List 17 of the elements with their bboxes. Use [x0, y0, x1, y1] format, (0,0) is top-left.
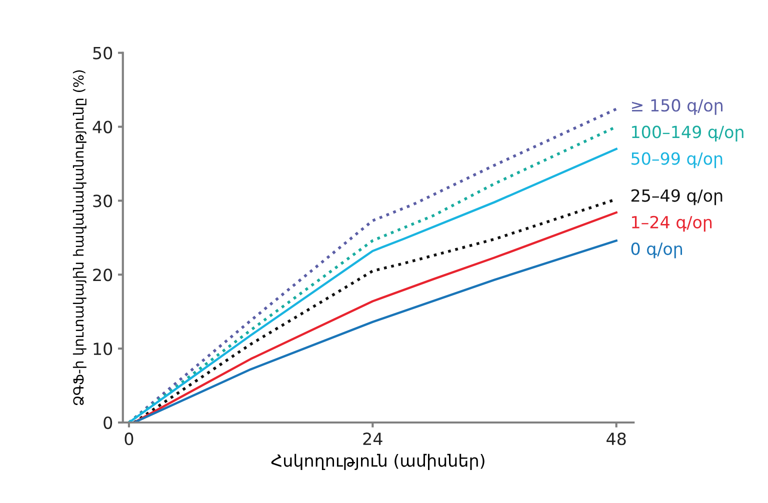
series-label: 1–24 գ/օր	[632, 216, 712, 232]
y-tick-label: 10	[94, 342, 112, 356]
y-axis-title: ՁԳՖ-ի կուտակային հավանականությունը (%)	[72, 70, 86, 406]
series-label: 25–49 գ/օր	[631, 189, 722, 206]
series-label: ≥ 150 գ/օր	[632, 99, 722, 115]
series-label: 0 գ/օր	[631, 242, 682, 258]
series-label: 50–99 գ/օր	[632, 152, 722, 168]
y-tick-label: 20	[93, 268, 112, 282]
y-tick-label: 0	[104, 416, 112, 430]
y-tick-label: 40	[92, 120, 112, 134]
x-tick-label: 24	[363, 432, 382, 445]
x-axis-title: Հսկողություն (ամիսներ)	[271, 454, 484, 470]
x-tick-label: 0	[124, 432, 134, 446]
series-label: 100–149 գ/օր	[632, 126, 744, 142]
y-tick-label: 30	[93, 194, 112, 208]
x-tick-label: 48	[606, 432, 626, 446]
y-tick-label: 50	[93, 46, 112, 60]
